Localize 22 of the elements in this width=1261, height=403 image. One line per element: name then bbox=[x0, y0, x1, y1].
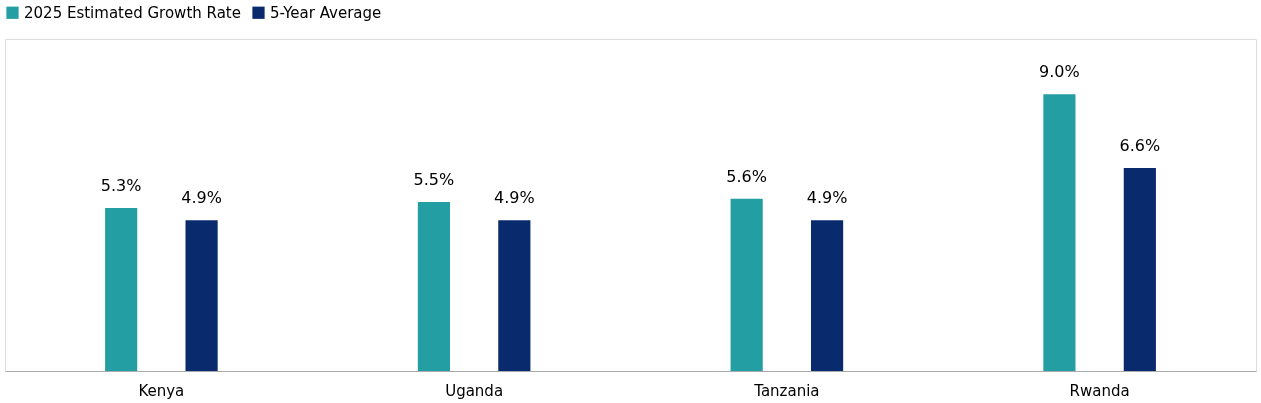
data-label: 5.3% bbox=[100, 176, 142, 196]
bar bbox=[811, 220, 844, 371]
bar bbox=[730, 198, 763, 371]
data-label: 9.0% bbox=[1039, 62, 1080, 82]
bar bbox=[417, 201, 450, 371]
data-label: 6.6% bbox=[1119, 136, 1161, 156]
x-tick-label: Tanzania bbox=[753, 381, 820, 400]
bar bbox=[1123, 168, 1156, 371]
bar bbox=[185, 220, 218, 371]
legend-label: 2025 Estimated Growth Rate bbox=[24, 3, 241, 22]
bar bbox=[498, 220, 531, 371]
data-label: 4.9% bbox=[181, 188, 222, 208]
bar bbox=[1043, 94, 1076, 371]
x-tick-label: Kenya bbox=[138, 381, 185, 400]
data-label: 4.9% bbox=[806, 188, 848, 208]
x-tick-label: Uganda bbox=[445, 381, 504, 400]
legend-label: 5-Year Average bbox=[270, 3, 382, 22]
bar bbox=[105, 208, 138, 371]
x-tick-label: Rwanda bbox=[1069, 381, 1130, 400]
data-label: 4.9% bbox=[494, 188, 535, 208]
data-label: 5.6% bbox=[726, 166, 767, 186]
data-label: 5.5% bbox=[413, 169, 455, 189]
